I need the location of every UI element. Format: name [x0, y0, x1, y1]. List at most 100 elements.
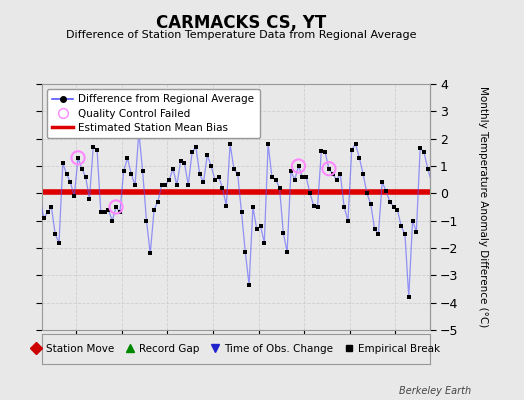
Point [412, 228, 421, 235]
Point [85, 196, 94, 202]
Point [271, 176, 280, 183]
Point [158, 182, 166, 188]
Point [112, 204, 120, 210]
Point [473, 201, 482, 208]
Point [165, 176, 173, 183]
Point [454, 149, 462, 156]
Point [260, 239, 268, 246]
Point [211, 176, 219, 183]
Point [154, 198, 162, 205]
Point [329, 171, 337, 178]
Point [66, 179, 74, 186]
Point [74, 154, 82, 161]
Point [249, 204, 257, 210]
Point [101, 209, 109, 216]
Point [237, 209, 246, 216]
Point [36, 196, 44, 202]
Point [347, 146, 356, 153]
Point [275, 185, 283, 191]
Point [264, 141, 272, 147]
Point [416, 145, 424, 152]
Point [253, 226, 261, 232]
Point [386, 198, 394, 205]
Point [230, 166, 238, 172]
Point [81, 174, 90, 180]
Point [325, 166, 333, 172]
Point [428, 179, 436, 186]
Point [143, 218, 151, 224]
Point [241, 249, 249, 255]
Point [131, 182, 139, 188]
Point [127, 171, 135, 178]
Point [40, 215, 48, 221]
Point [188, 149, 196, 156]
Point [321, 149, 329, 156]
Point [340, 204, 348, 210]
Text: CARMACKS CS, YT: CARMACKS CS, YT [156, 14, 326, 32]
Point [59, 160, 67, 166]
Point [352, 141, 360, 147]
Point [477, 213, 485, 220]
Point [74, 154, 82, 161]
Point [298, 174, 307, 180]
Point [96, 209, 105, 216]
Legend: Station Move, Record Gap, Time of Obs. Change, Empirical Break: Station Move, Record Gap, Time of Obs. C… [27, 340, 445, 358]
Point [359, 171, 367, 178]
Point [116, 209, 124, 216]
Point [112, 204, 120, 210]
Point [279, 230, 288, 236]
Text: Difference of Station Temperature Data from Regional Average: Difference of Station Temperature Data f… [66, 30, 416, 40]
Point [290, 176, 299, 183]
Point [469, 182, 477, 188]
Point [195, 171, 204, 178]
Point [256, 223, 265, 229]
Point [108, 218, 116, 224]
Point [294, 163, 303, 169]
Point [199, 179, 208, 186]
Point [408, 218, 417, 224]
Point [150, 206, 158, 213]
Point [47, 204, 56, 210]
Point [62, 171, 71, 178]
Point [51, 231, 59, 238]
Point [287, 168, 295, 175]
Point [146, 250, 155, 257]
Point [32, 176, 40, 183]
Point [294, 163, 303, 169]
Point [481, 215, 489, 221]
Point [222, 202, 231, 209]
Point [89, 144, 97, 150]
Point [123, 154, 132, 161]
Point [184, 182, 192, 188]
Point [439, 208, 447, 214]
Point [317, 148, 325, 154]
Point [332, 176, 341, 183]
Point [458, 168, 466, 175]
Point [93, 146, 101, 153]
Point [401, 231, 409, 238]
Point [226, 141, 234, 147]
Point [378, 179, 386, 186]
Point [355, 154, 364, 161]
Point [313, 204, 322, 210]
Point [435, 182, 443, 188]
Point [207, 163, 215, 169]
Point [488, 212, 497, 218]
Point [344, 218, 352, 224]
Point [173, 182, 181, 188]
Point [389, 204, 398, 210]
Point [423, 166, 432, 172]
Point [302, 174, 310, 180]
Point [336, 171, 345, 178]
Point [192, 144, 200, 150]
Point [180, 160, 189, 166]
Point [374, 231, 383, 238]
Point [283, 249, 291, 255]
Text: Berkeley Earth: Berkeley Earth [399, 386, 472, 396]
Point [43, 209, 52, 216]
Point [363, 190, 371, 196]
Point [135, 129, 143, 135]
Point [431, 174, 440, 180]
Point [370, 226, 379, 232]
Point [393, 206, 401, 213]
